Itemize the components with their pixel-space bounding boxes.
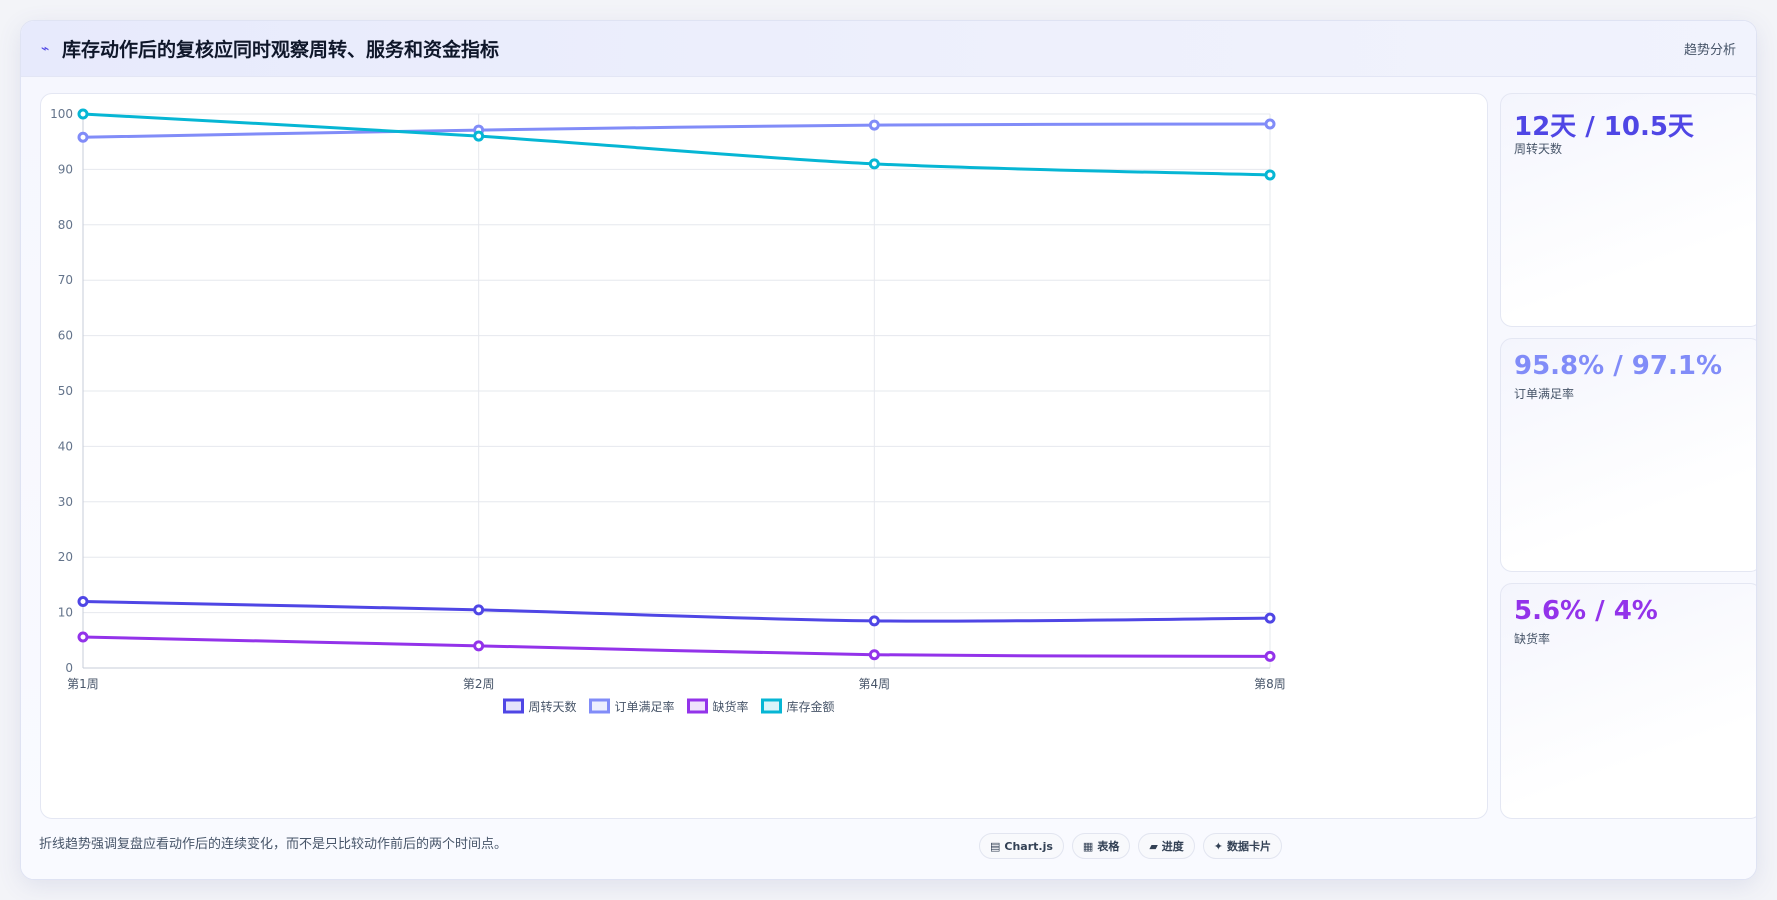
stat-label: 缺货率 [1514, 632, 1551, 646]
x-tick-label: 第4周 [859, 677, 891, 691]
data-point [1264, 650, 1276, 662]
chip-label: Chart.js [1004, 839, 1053, 853]
legend-label: 周转天数 [529, 699, 577, 714]
sparkle-icon: ✦ [1213, 839, 1224, 853]
stat-value: 5.6% / 4% [1514, 596, 1658, 626]
stat-card-turnover: 12天 / 10.5天 周转天数 [1500, 93, 1756, 327]
series-line [82, 600, 1271, 623]
y-tick-label: 0 [65, 661, 73, 675]
chart-icon: ▤ [990, 839, 1001, 853]
y-tick-label: 100 [50, 107, 73, 121]
data-point [473, 640, 485, 652]
data-point [77, 108, 89, 120]
y-tick-label: 40 [58, 439, 73, 453]
chart-footnote: 折线趋势强调复盘应看动作后的连续变化，而不是只比较动作前后的两个时间点。 [39, 837, 508, 852]
y-tick-label: 20 [58, 550, 73, 564]
legend-swatch [503, 698, 524, 714]
chip-label: 数据卡片 [1227, 840, 1272, 853]
legend-label: 缺货率 [713, 699, 749, 714]
series-line [82, 635, 1271, 658]
data-point [868, 119, 880, 131]
chip-data-card[interactable]: ✦ 数据卡片 [1202, 833, 1283, 859]
panel-header: ⌁ 库存动作后的复核应同时观察周转、服务和资金指标 趋势分析 [21, 21, 1756, 77]
legend-swatch [761, 698, 782, 714]
stat-card-fill-rate: 95.8% / 97.1% 订单满足率 [1500, 338, 1756, 572]
y-tick-label: 70 [58, 273, 73, 287]
dashboard-panel: ⌁ 库存动作后的复核应同时观察周转、服务和资金指标 趋势分析 0 10 20 30 40… [20, 20, 1757, 880]
legend-swatch [687, 698, 708, 714]
y-tick-label: 50 [58, 384, 73, 398]
chip-table[interactable]: ▦ 表格 [1071, 833, 1131, 859]
feature-chips: ▤ Chart.js ▦ 表格 ▰ 进度 ✦ 数据卡片 [979, 833, 1283, 859]
chip-progress[interactable]: ▰ 进度 [1138, 833, 1195, 859]
data-point [868, 158, 880, 170]
chart-card: 0 10 20 30 40 50 60 70 80 90 100 第1周 第2周 第4周 第8周周转天数 订单… [40, 93, 1488, 819]
stat-value: 12天 / 10.5天 [1514, 112, 1694, 142]
y-tick-label: 80 [58, 218, 73, 232]
legend-label: 库存金额 [787, 699, 835, 714]
data-point [473, 130, 485, 142]
legend-swatch [589, 698, 610, 714]
series-line [82, 112, 1271, 177]
data-point [77, 631, 89, 643]
y-tick-label: 90 [58, 162, 73, 176]
chip-chartjs[interactable]: ▤ Chart.js [979, 833, 1064, 859]
data-point [1264, 118, 1276, 130]
x-tick-label: 第8周 [1254, 677, 1286, 691]
section-tag: 趋势分析 [1683, 43, 1736, 58]
data-point [868, 615, 880, 627]
y-tick-label: 30 [58, 495, 73, 509]
data-point [77, 596, 89, 608]
y-tick-label: 60 [58, 329, 73, 343]
page-title: 库存动作后的复核应同时观察周转、服务和资金指标 [62, 39, 500, 61]
stat-label: 订单满足率 [1514, 387, 1575, 401]
data-point [1264, 612, 1276, 624]
stat-label: 周转天数 [1514, 142, 1563, 156]
stat-card-stockout: 5.6% / 4% 缺货率 [1500, 583, 1756, 819]
data-point [77, 131, 89, 143]
progress-icon: ▰ [1149, 839, 1158, 853]
x-tick-label: 第1周 [67, 677, 99, 691]
stat-value: 95.8% / 97.1% [1514, 351, 1722, 381]
trend-icon: ⌁ [41, 41, 50, 57]
y-tick-label: 10 [58, 606, 73, 620]
series-line [82, 122, 1271, 139]
data-point [868, 649, 880, 661]
data-point [473, 604, 485, 616]
legend-label: 订单满足率 [615, 699, 675, 714]
x-tick-label: 第2周 [463, 677, 495, 691]
chip-label: 进度 [1161, 840, 1184, 853]
data-point [1264, 169, 1276, 181]
chip-label: 表格 [1097, 840, 1120, 853]
table-icon: ▦ [1082, 839, 1094, 853]
